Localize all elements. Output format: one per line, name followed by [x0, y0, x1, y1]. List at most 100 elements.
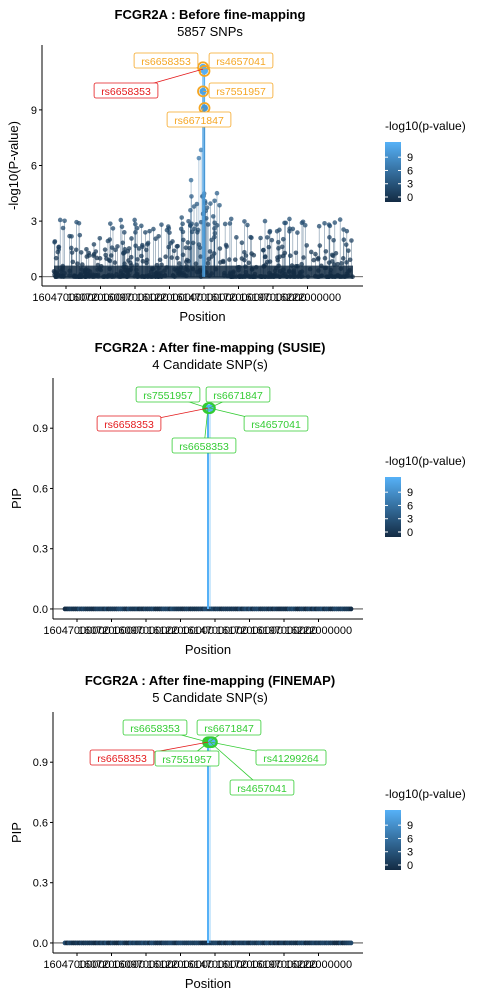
- legend-tick-label: 6: [407, 165, 413, 177]
- snp-point: [280, 253, 286, 259]
- snp-point: [185, 240, 191, 245]
- snp-point: [122, 230, 127, 235]
- snp-point: [171, 248, 177, 254]
- panel-finemap: FCGR2A : After fine-mapping (FINEMAP) 5 …: [0, 666, 500, 1000]
- snp-point: [295, 230, 300, 235]
- snp-point: [343, 242, 349, 247]
- snp-point: [163, 254, 168, 260]
- snp-label: rs6658353: [130, 723, 180, 735]
- snp-point: [191, 204, 197, 209]
- snp-point: [264, 235, 270, 240]
- snp-point: [332, 220, 338, 225]
- snp-point: [118, 217, 124, 223]
- x-tick-label: 16047000000: [43, 959, 110, 971]
- snp-point: [207, 249, 213, 254]
- x-tick-label: 16072000000: [78, 959, 145, 971]
- snp-point: [205, 260, 211, 266]
- snp-point: [183, 259, 189, 265]
- snp-point: [224, 244, 229, 249]
- snp-point: [322, 255, 328, 261]
- snp-point: [302, 222, 308, 228]
- x-tick-label: 16097000000: [112, 625, 179, 637]
- snp-point: [277, 254, 282, 260]
- snp-point: [242, 219, 247, 224]
- snp-point: [269, 237, 275, 243]
- x-tick-label: 16147000000: [181, 959, 248, 971]
- legend-tick-label: 9: [407, 487, 413, 499]
- x-tick-label: 16172000000: [205, 292, 272, 304]
- x-tick-label: 16172000000: [216, 625, 283, 637]
- snp-point: [196, 155, 202, 161]
- snp-point: [348, 606, 354, 612]
- snp-label: rs6658353: [141, 56, 191, 68]
- snp-point: [212, 231, 218, 236]
- snp-point: [323, 249, 329, 254]
- pip-plot-finemap: 0.0 0.3 0.6 0.9 1604700000016072000000160970…: [9, 712, 466, 991]
- snp-label: rs4657041: [216, 56, 266, 68]
- snp-point: [110, 226, 116, 231]
- snp-point: [287, 226, 292, 232]
- snp-point: [75, 261, 80, 267]
- snp-point: [140, 242, 145, 248]
- snp-point: [210, 214, 216, 219]
- legend-tick-label: 3: [407, 514, 413, 526]
- snp-point: [330, 253, 336, 259]
- snp-point: [102, 247, 108, 252]
- legend-tick-label: 3: [407, 847, 413, 859]
- x-axis-label: Position: [179, 309, 225, 324]
- snp-point: [91, 253, 96, 258]
- snp-label: rs6671847: [213, 390, 263, 402]
- snp-point: [195, 227, 201, 233]
- legend-tick-label: 9: [407, 820, 413, 832]
- snp-point: [239, 240, 245, 246]
- snp-point: [107, 237, 113, 242]
- snp-point: [136, 246, 142, 251]
- snp-point: [156, 233, 161, 239]
- y-tick-label: 0.6: [33, 817, 48, 829]
- x-tick-label: 16122000000: [136, 292, 203, 304]
- snp-point: [188, 223, 193, 228]
- snp-point: [212, 198, 217, 204]
- snp-point: [204, 215, 209, 221]
- snp-point: [119, 224, 125, 229]
- x-tick-label: 16222000000: [274, 292, 341, 304]
- snp-point: [166, 226, 172, 231]
- snp-point: [299, 220, 305, 226]
- x-tick-label: 16222000000: [285, 959, 352, 971]
- snp-point: [311, 257, 317, 263]
- snp-point: [227, 257, 232, 262]
- snp-label-box: [93, 82, 159, 99]
- snp-point: [180, 221, 185, 227]
- snp-label-box: [135, 386, 201, 403]
- snp-point: [287, 216, 292, 222]
- x-tick-label: 16197000000: [250, 625, 317, 637]
- y-tick-label: 9: [31, 105, 37, 117]
- snp-point: [301, 255, 306, 260]
- snp-point: [129, 236, 134, 241]
- snp-point: [144, 247, 149, 253]
- snp-point: [52, 240, 57, 245]
- chart-subtitle: 5857 SNPs: [177, 24, 243, 39]
- snp-point: [258, 235, 263, 241]
- snp-label-box: [133, 52, 199, 69]
- snp-point: [198, 147, 204, 153]
- x-tick-label: 16072000000: [78, 625, 145, 637]
- snp-label: rs6658353: [97, 753, 147, 765]
- snp-point: [91, 242, 97, 247]
- snp-label-box: [89, 749, 155, 766]
- snp-label-box: [208, 52, 274, 69]
- snp-point: [170, 239, 175, 244]
- snp-point: [331, 237, 336, 243]
- snp-point: [217, 246, 223, 251]
- snp-point: [239, 256, 245, 261]
- snp-point: [234, 235, 239, 240]
- snp-point: [108, 221, 113, 226]
- snp-label: rs7551957: [216, 86, 266, 98]
- snp-label: rs7551957: [162, 754, 212, 766]
- snp-point: [169, 255, 174, 260]
- snp-point: [313, 251, 318, 257]
- snp-point: [174, 255, 180, 261]
- snp-point: [93, 249, 99, 254]
- legend-colorbar: [385, 810, 401, 870]
- snp-point: [335, 261, 341, 267]
